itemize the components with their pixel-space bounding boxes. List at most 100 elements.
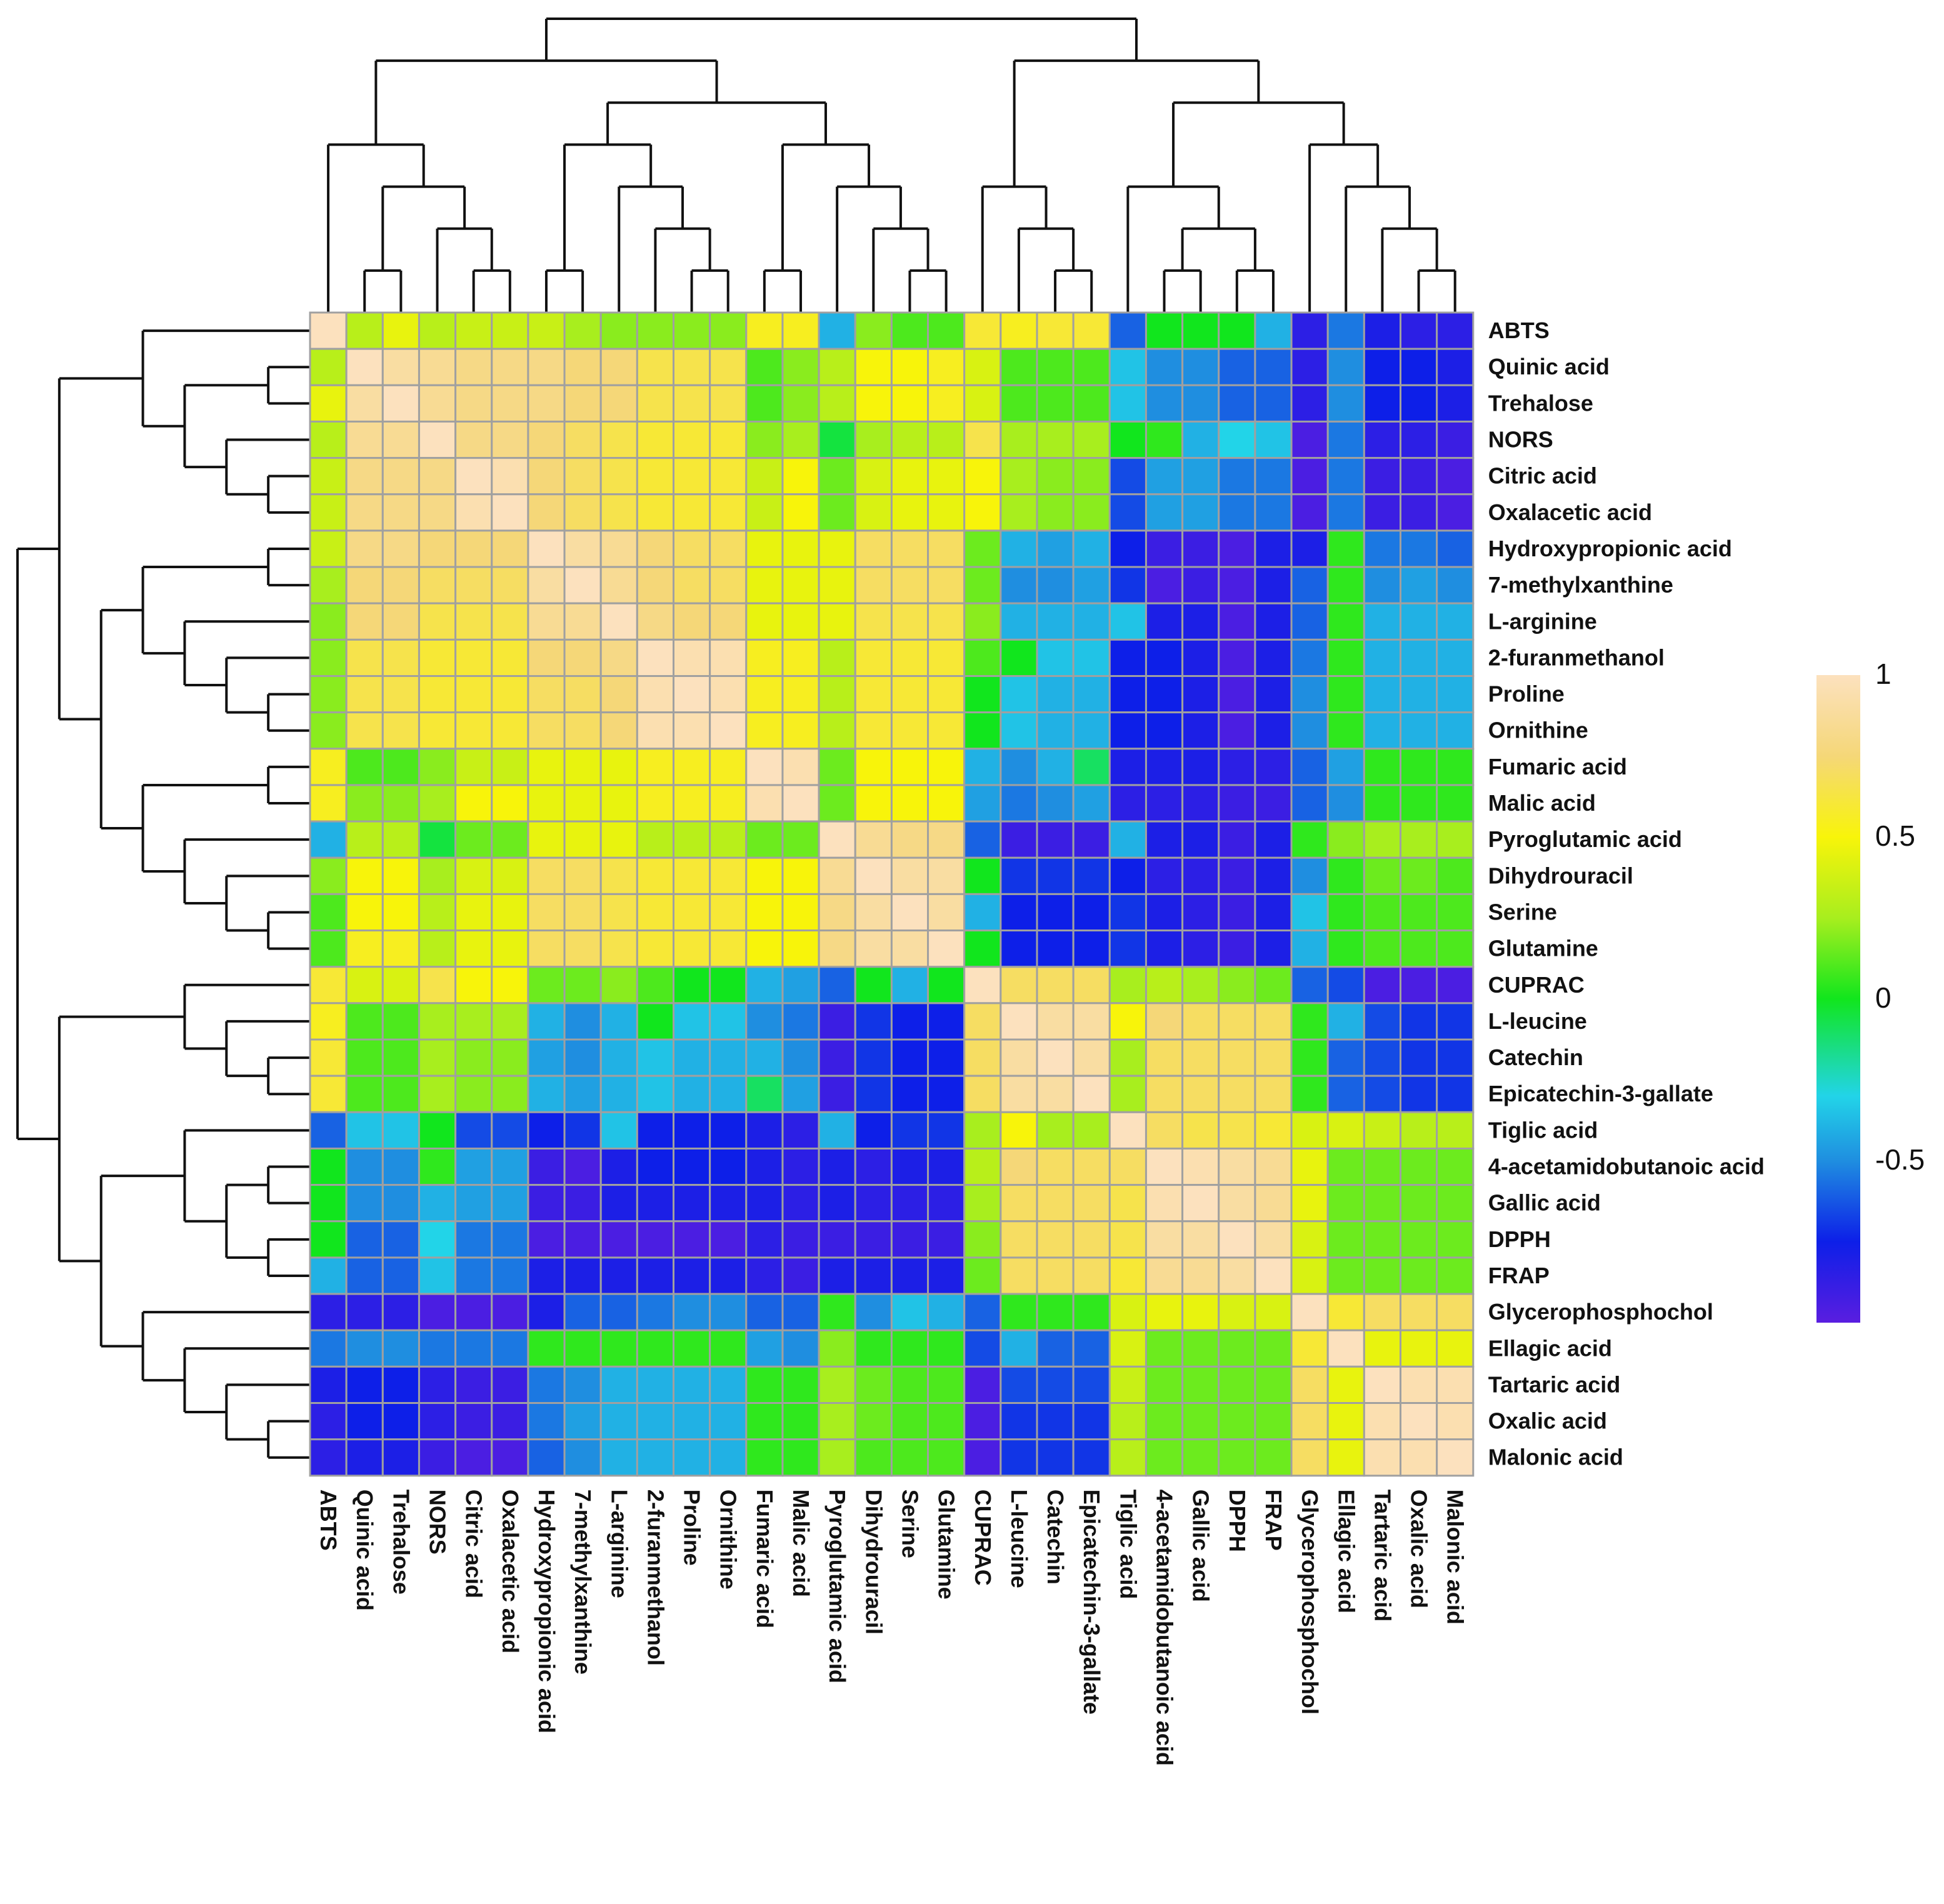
heatmap-cell [1363,675,1402,714]
heatmap-cell [418,311,457,350]
heatmap-cell [563,784,602,823]
heatmap-cell [1254,1438,1293,1477]
heatmap-cell [309,1147,348,1186]
heatmap-cell [854,602,893,641]
heatmap-cell [1145,1147,1184,1186]
heatmap-cell [1436,1220,1475,1259]
heatmap-cell [709,493,748,532]
heatmap-cell [1145,748,1184,786]
heatmap-cell [636,566,674,604]
row-label-oxalacetic-acid: Oxalacetic acid [1488,499,1652,525]
heatmap-cell [454,966,493,1005]
heatmap-cell [1290,1184,1329,1223]
heatmap-cell [1290,820,1329,859]
heatmap-cell [1181,566,1220,604]
heatmap-cell [673,1365,711,1405]
heatmap-cell [527,1075,566,1113]
heatmap-cell [418,1075,457,1113]
heatmap-cell [527,1111,566,1150]
heatmap-cell [454,602,493,641]
row-label-trehalose: Trehalose [1488,390,1593,416]
heatmap-cell [1290,529,1329,568]
row-label-epicatechin-3-gallate: Epicatechin-3-gallate [1488,1081,1713,1106]
heatmap-cell [1326,1075,1365,1113]
heatmap-cell [854,1402,893,1441]
heatmap-cell [927,529,966,568]
heatmap-cell [381,1438,420,1477]
heatmap-cell [927,1075,966,1113]
heatmap-cell [454,820,493,859]
heatmap-cell [1400,856,1438,895]
heatmap-cell [890,856,929,895]
heatmap-cell [818,711,856,750]
heatmap-cell [309,966,348,1005]
heatmap-cell [599,384,638,423]
heatmap-cell [345,566,384,604]
heatmap-cell [1108,1293,1147,1331]
heatmap-cell [818,929,856,968]
heatmap-cell [418,384,457,423]
heatmap-cell [1072,348,1111,386]
heatmap-cell [781,457,820,496]
heatmap-cell [418,1038,457,1077]
heatmap-cell [673,748,711,786]
heatmap-cell [1000,748,1038,786]
heatmap-cell [527,1329,566,1368]
heatmap-cell [345,748,384,786]
legend-tick-label: 0 [1875,981,1891,1014]
heatmap-cell [673,529,711,568]
heatmap-cell [1000,675,1038,714]
heatmap-cell [673,820,711,859]
heatmap-cell [381,1147,420,1186]
heatmap-cell [927,384,966,423]
heatmap-cell [818,1111,856,1150]
heatmap-cell [709,1038,748,1077]
heatmap-cell [636,893,674,932]
heatmap-cell [345,1002,384,1041]
heatmap-cell [1400,493,1438,532]
heatmap-cell [1181,1147,1220,1186]
heatmap-cell [1072,711,1111,750]
heatmap-cell [927,348,966,386]
heatmap-cell [454,457,493,496]
heatmap-cell [1000,420,1038,459]
heatmap-cell [345,638,384,677]
heatmap-cell [1145,675,1184,714]
heatmap-cell [1072,638,1111,677]
heatmap-cell [1363,966,1402,1005]
heatmap-cell [781,1147,820,1186]
heatmap-cell [527,566,566,604]
heatmap-cell [927,1256,966,1295]
heatmap-cell [1036,420,1075,459]
heatmap-cell [563,820,602,859]
heatmap-cell [927,602,966,641]
heatmap-cell [1326,420,1365,459]
heatmap-cell [381,1220,420,1259]
heatmap-cell [673,1147,711,1186]
heatmap-cell [1326,1147,1365,1186]
heatmap-cell [1436,1002,1475,1041]
heatmap-cell [781,893,820,932]
heatmap-cell [745,1184,784,1223]
row-label-fumaric-acid: Fumaric acid [1488,754,1627,779]
heatmap-cell [1145,638,1184,677]
heatmap-cell [673,1184,711,1223]
heatmap-cell [963,748,1002,786]
heatmap-cell [563,1075,602,1113]
heatmap-cell [1218,929,1256,968]
heatmap-cell [636,1111,674,1150]
heatmap-cell [599,311,638,350]
heatmap-cell [1290,457,1329,496]
heatmap-cell [1400,1365,1438,1405]
heatmap-cell [854,1256,893,1295]
heatmap-cell [1218,1329,1256,1368]
heatmap-cell [491,348,529,386]
heatmap-cell [1000,1147,1038,1186]
heatmap-cell [309,711,348,750]
heatmap-cell [963,1147,1002,1186]
heatmap-cell [309,602,348,641]
heatmap-cell [527,1293,566,1331]
legend-tick-labels: 1 0.5 0 -0.5 [1875,658,1925,1176]
heatmap-cell [927,1329,966,1368]
heatmap-cell [309,748,348,786]
